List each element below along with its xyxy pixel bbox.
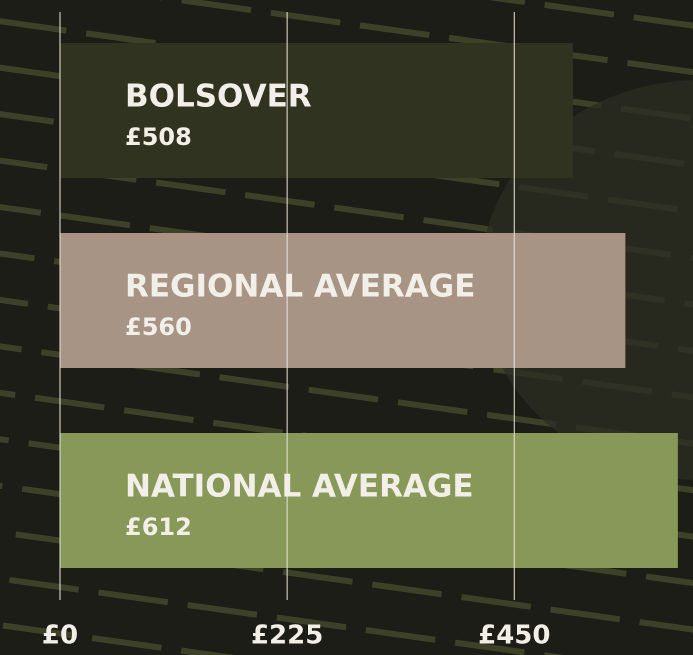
bar-value-label: £560 xyxy=(125,313,192,341)
chart: BOLSOVER £508 REGIONAL AVERAGE £560 NATIONAL… xyxy=(0,0,693,655)
x-tick-label: £450 xyxy=(478,621,550,651)
page: BOLSOVER £508 REGIONAL AVERAGE £560 NATIONAL… xyxy=(0,0,693,655)
bar-category-label: NATIONAL AVERAGE xyxy=(125,469,474,505)
bar-category-label: REGIONAL AVERAGE xyxy=(125,269,475,305)
bar-category-label: BOLSOVER xyxy=(125,79,312,115)
bar-value-label: £612 xyxy=(125,513,192,541)
x-tick-label: £0 xyxy=(42,621,78,651)
x-tick-label: £225 xyxy=(251,621,323,651)
bar-value-label: £508 xyxy=(125,123,192,151)
